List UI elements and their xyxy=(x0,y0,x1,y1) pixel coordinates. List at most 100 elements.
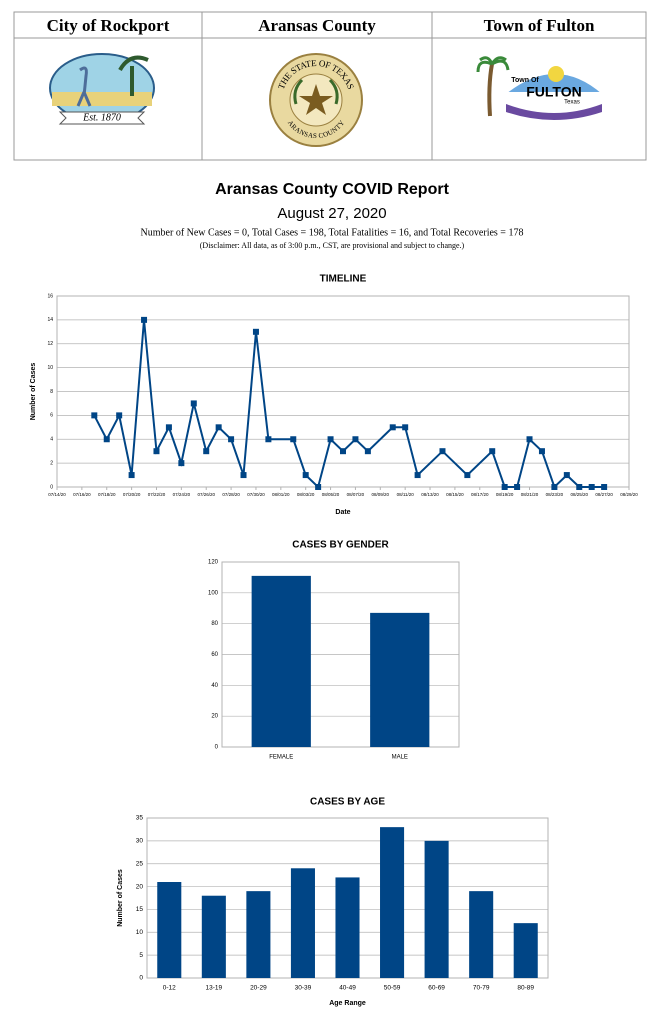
x-tick-label: 07/16/20 xyxy=(73,492,91,497)
y-tick-label: 40 xyxy=(211,683,218,689)
x-tick-label: 08/09/20 xyxy=(372,492,390,497)
chart-title: CASES BY AGE xyxy=(310,797,385,808)
y-tick-label: 25 xyxy=(136,860,144,867)
x-tick-label: 40-49 xyxy=(339,985,356,992)
x-tick-label: 60-69 xyxy=(428,985,445,992)
logo-text: Town Of xyxy=(511,77,539,84)
marker xyxy=(203,448,210,455)
x-tick-label: 07/18/20 xyxy=(98,492,116,497)
x-tick-label: 70-79 xyxy=(473,985,490,992)
marker xyxy=(551,484,558,490)
marker xyxy=(165,424,172,431)
x-tick-label: 08/23/20 xyxy=(546,492,564,497)
marker xyxy=(315,484,322,490)
rockport-logo: Est. 1870 xyxy=(49,53,155,125)
x-tick-label: MALE xyxy=(392,755,408,761)
y-tick-label: 30 xyxy=(136,838,144,845)
x-tick-label: 07/28/20 xyxy=(222,492,240,497)
bar xyxy=(513,923,538,978)
county-seal: THE STATE OF TEXAS ARANSAS COUNTY xyxy=(269,53,363,147)
x-tick-label: 08/11/20 xyxy=(397,492,415,497)
x-tick-label: 07/20/20 xyxy=(123,492,141,497)
report-title: Aransas County COVID Report xyxy=(215,181,449,198)
y-tick-label: 0 xyxy=(139,975,143,982)
marker xyxy=(576,484,583,490)
x-tick-label: 13-19 xyxy=(206,985,223,992)
bar xyxy=(469,891,494,978)
marker xyxy=(340,448,346,455)
marker xyxy=(91,412,98,419)
bar xyxy=(251,575,311,747)
y-tick-label: 120 xyxy=(208,560,219,566)
x-tick-label: 08/03/20 xyxy=(297,492,315,497)
bar xyxy=(424,840,449,978)
logo-text: Texas xyxy=(564,100,580,106)
x-tick-label: 08/29/20 xyxy=(620,492,638,497)
header-cell: Town of Fulton xyxy=(484,16,595,35)
x-tick-label: FEMALE xyxy=(269,755,293,761)
marker xyxy=(588,484,595,490)
marker xyxy=(327,436,334,443)
y-tick-label: 10 xyxy=(47,365,53,371)
y-tick-label: 6 xyxy=(50,413,53,419)
marker xyxy=(563,472,570,479)
marker xyxy=(414,472,421,479)
marker xyxy=(252,328,259,335)
y-tick-label: 35 xyxy=(136,815,144,822)
marker xyxy=(526,436,533,443)
y-tick-label: 80 xyxy=(211,621,218,627)
marker xyxy=(215,424,222,431)
x-tick-label: 08/19/20 xyxy=(496,492,514,497)
x-tick-label: 08/17/20 xyxy=(471,492,489,497)
logo-text: Est. 1870 xyxy=(82,112,121,123)
header-cell: City of Rockport xyxy=(47,16,170,35)
chart-title: TIMELINE xyxy=(320,274,367,285)
bar xyxy=(201,895,226,978)
x-tick-label: 08/05/20 xyxy=(322,492,340,497)
y-tick-label: 100 xyxy=(208,590,219,596)
y-tick-label: 2 xyxy=(50,460,53,466)
x-tick-label: 07/26/20 xyxy=(197,492,215,497)
marker xyxy=(190,400,197,407)
marker xyxy=(389,424,396,431)
x-tick-label: 80-89 xyxy=(517,985,534,992)
x-axis-title: Age Range xyxy=(329,1000,366,1007)
y-tick-label: 8 xyxy=(50,389,53,395)
x-tick-label: 20-29 xyxy=(250,985,267,992)
x-tick-label: 07/24/20 xyxy=(173,492,191,497)
marker xyxy=(364,448,371,455)
marker xyxy=(141,316,148,323)
y-tick-label: 4 xyxy=(50,437,53,443)
x-tick-label: 07/30/20 xyxy=(247,492,265,497)
y-tick-label: 14 xyxy=(47,317,53,323)
bar xyxy=(380,827,405,978)
y-tick-label: 16 xyxy=(47,293,53,299)
marker xyxy=(439,448,446,455)
marker xyxy=(240,472,247,479)
x-tick-label: 0-12 xyxy=(163,985,176,992)
x-tick-label: 30-39 xyxy=(295,985,312,992)
x-tick-label: 08/21/20 xyxy=(521,492,539,497)
y-tick-label: 0 xyxy=(50,484,53,490)
x-tick-label: 50-59 xyxy=(384,985,401,992)
marker xyxy=(153,448,160,455)
x-tick-label: 08/07/20 xyxy=(347,492,365,497)
report-disclaimer: (Disclaimer: All data, as of 3:00 p.m., … xyxy=(200,241,465,250)
x-tick-label: 07/22/20 xyxy=(148,492,166,497)
chart-title: CASES BY GENDER xyxy=(292,540,389,551)
y-tick-label: 20 xyxy=(211,714,218,720)
y-tick-label: 0 xyxy=(215,745,219,751)
header-cell: Aransas County xyxy=(258,16,376,35)
marker xyxy=(514,484,521,490)
y-tick-label: 60 xyxy=(211,652,218,658)
report-summary: Number of New Cases = 0, Total Cases = 1… xyxy=(141,227,524,238)
marker xyxy=(464,472,471,479)
y-tick-label: 10 xyxy=(136,929,144,936)
x-tick-label: 08/15/20 xyxy=(446,492,464,497)
fulton-logo: Town Of FULTON Texas xyxy=(476,56,602,120)
marker xyxy=(489,448,496,455)
x-tick-label: 08/27/20 xyxy=(595,492,613,497)
marker xyxy=(352,436,359,443)
